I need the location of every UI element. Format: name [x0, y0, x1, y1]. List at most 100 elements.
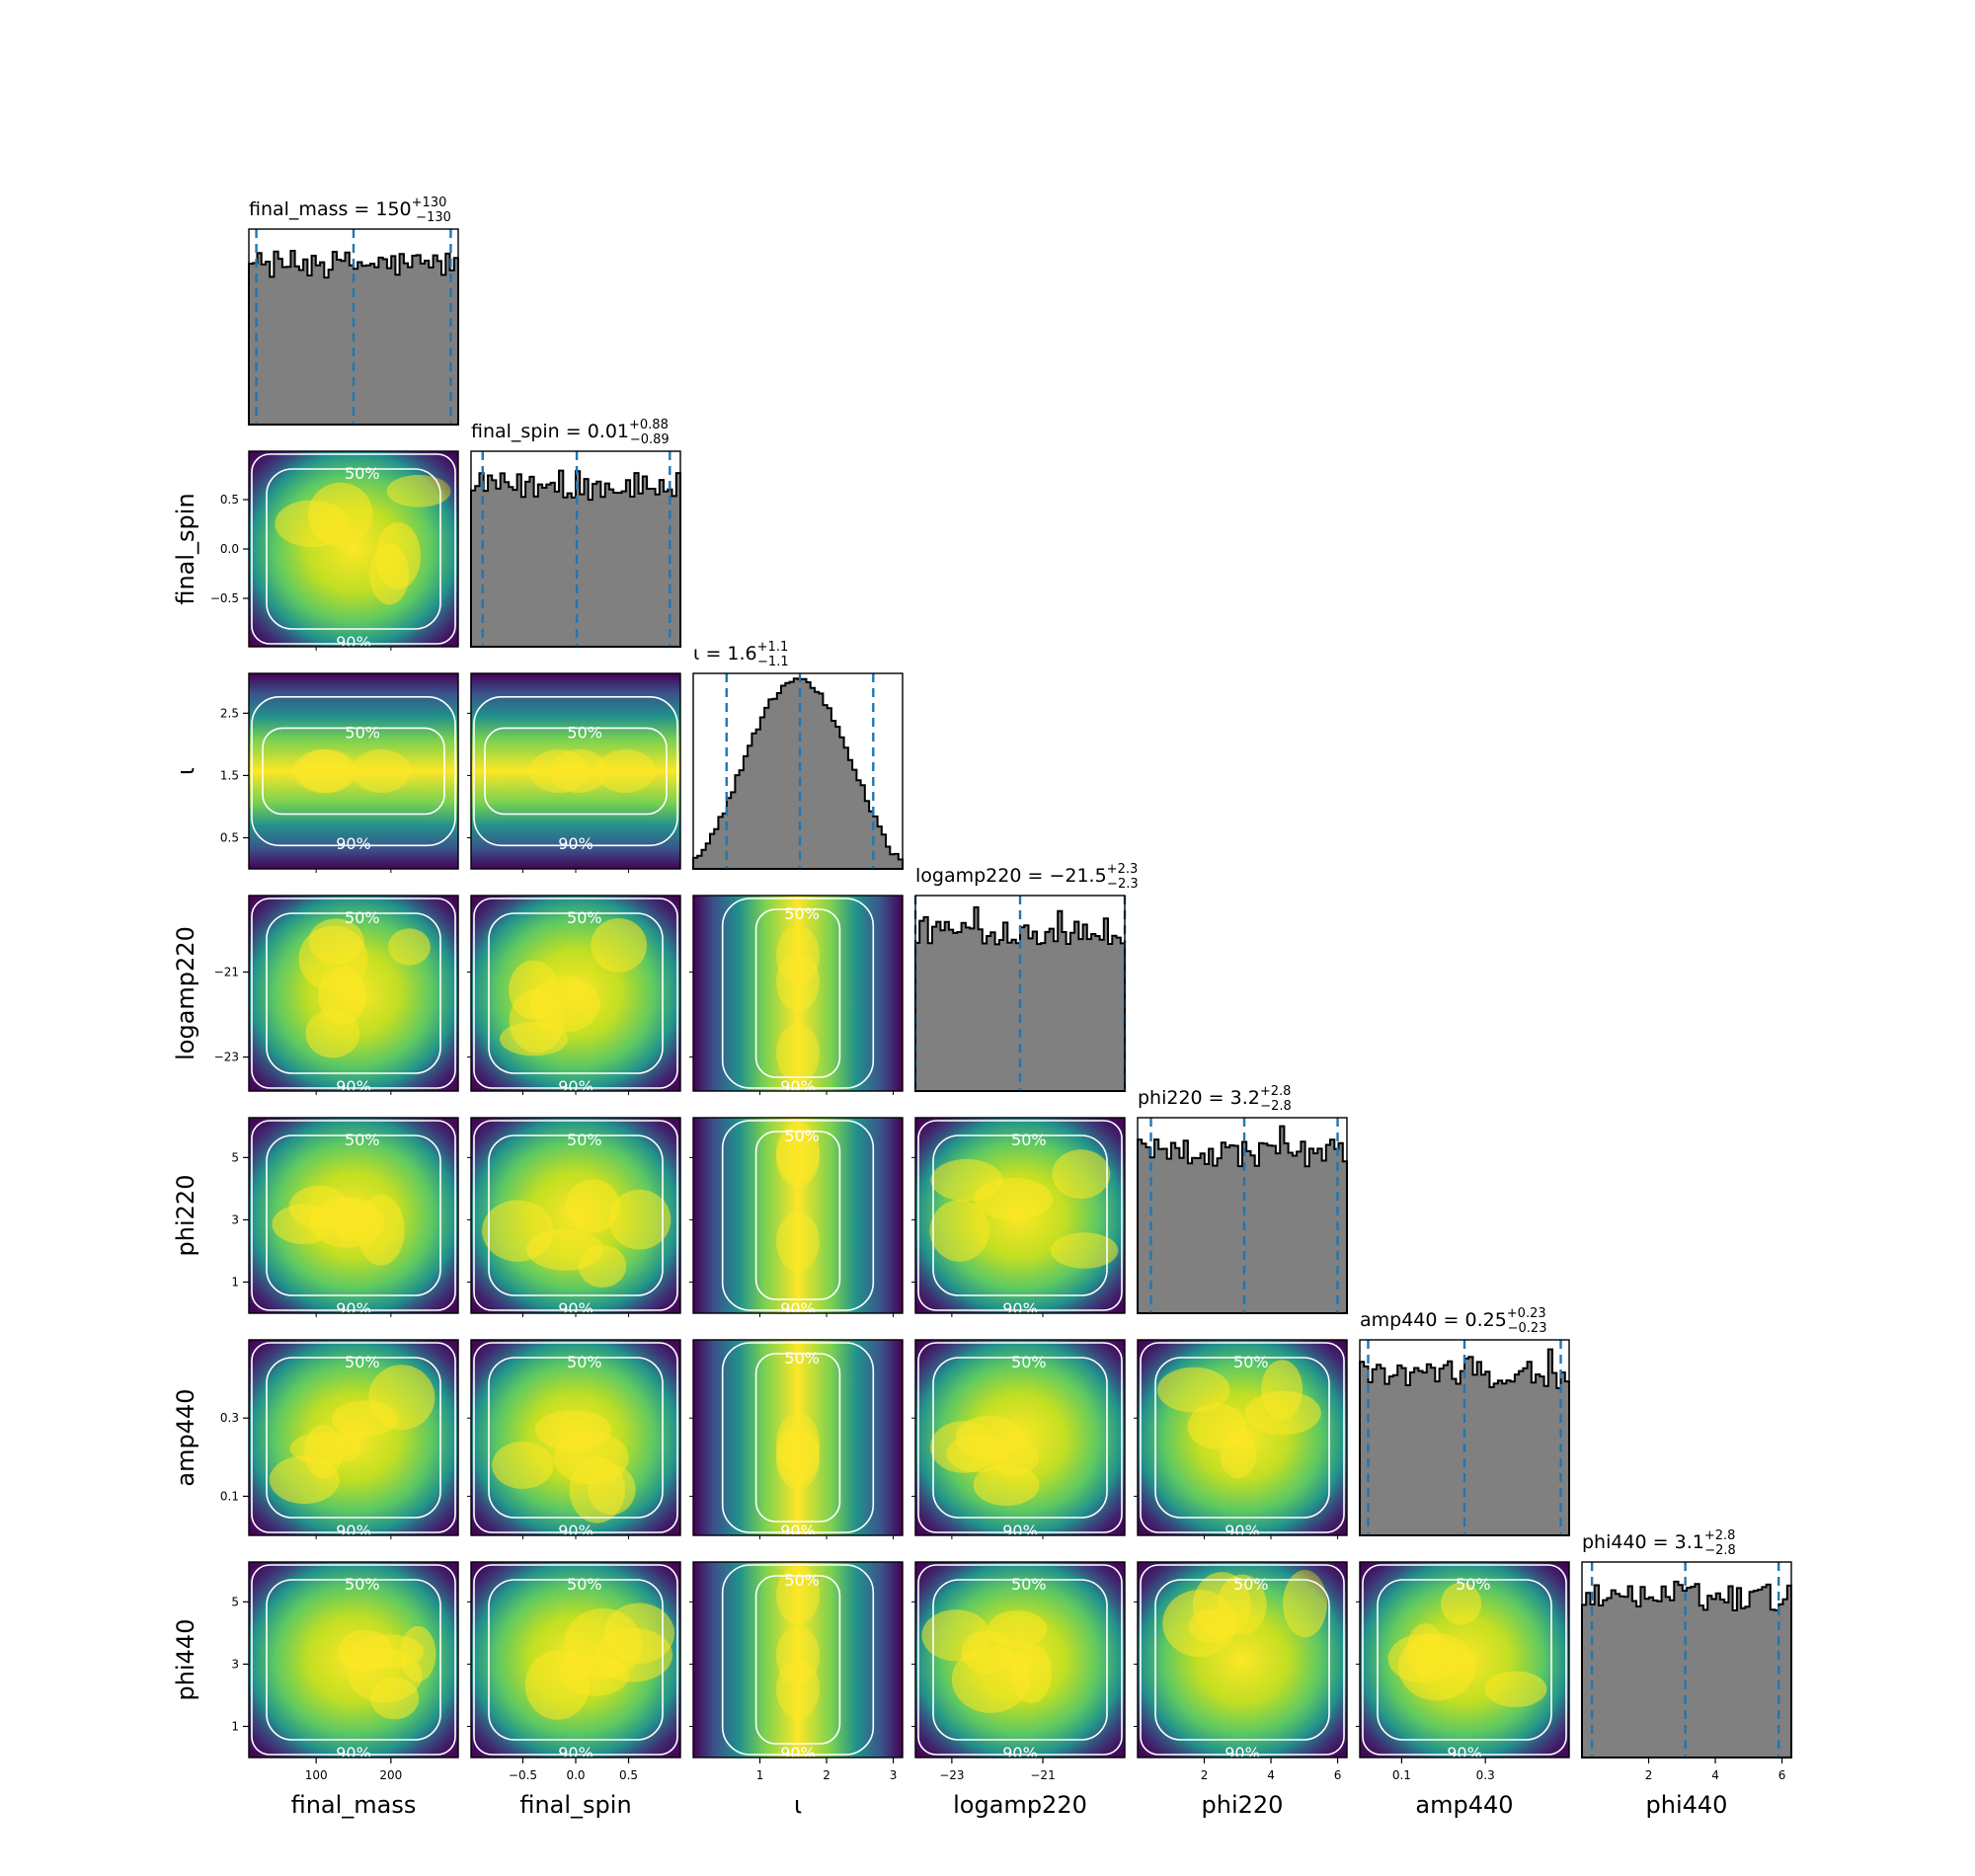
contour-label-50: 50%	[345, 1131, 380, 1149]
contour-90	[473, 898, 678, 1089]
x-axis-label-phi440: phi440	[1646, 1791, 1728, 1819]
contour-90	[251, 1564, 456, 1756]
density-edge	[915, 1340, 1125, 1535]
panel-final_spin-logamp220: 50%90%	[467, 895, 681, 1096]
contour-label-50: 50%	[345, 1575, 380, 1594]
density-blob	[776, 952, 820, 1012]
contour-label-90: 90%	[780, 1077, 816, 1096]
contour-50	[1377, 1579, 1552, 1741]
panel-final_spin-ι: 50% 90%	[467, 672, 681, 873]
contour-label-90: 90%	[1447, 1744, 1482, 1762]
panel-phi220-amp440: 50% 90%	[1134, 1339, 1348, 1540]
title-amp440: amp440 = 0.25+0.23 −0.23	[1360, 1306, 1546, 1336]
contour-label-90: 90%	[336, 1077, 371, 1096]
contour-50	[266, 912, 441, 1074]
x-tick-label: 1	[756, 1768, 764, 1782]
panel-ι-logamp220: 50% 90%	[689, 895, 904, 1096]
contour-90	[721, 1564, 875, 1756]
contour-label-90: 90%	[1224, 1744, 1260, 1762]
panel-frame	[914, 1117, 1126, 1314]
panel-final_mass-phi440: 50% 90% 100 200 final_mass 1 3 5 phi440	[172, 1561, 459, 1819]
density-blob	[297, 749, 357, 793]
y-tick-label: 1.5	[220, 768, 239, 782]
density-edge	[1138, 1562, 1347, 1758]
panel-frame	[692, 1339, 904, 1536]
contour-label-90: 90%	[780, 1744, 816, 1762]
panel-ι-phi440: 50% 90% 1 2 3 ι	[689, 1561, 904, 1819]
panel-phi220-phi440: 50% 90% 2 4 6 phi220	[1134, 1561, 1348, 1819]
panel-frame	[248, 895, 459, 1092]
density-blob	[352, 749, 412, 793]
contour-label-50: 50%	[345, 723, 380, 742]
y-axis-label-amp440: amp440	[172, 1388, 199, 1486]
contour-50	[932, 1357, 1108, 1519]
panel-logamp220-phi440: 50% 90% −23 −21 logamp220	[911, 1561, 1126, 1819]
panel-frame	[248, 1339, 459, 1536]
histogram-ι	[692, 677, 904, 870]
y-tick-label: −0.5	[210, 591, 239, 605]
panel-frame	[248, 1561, 459, 1759]
x-tick-label: 100	[305, 1768, 328, 1782]
x-axis-label-logamp220: logamp220	[953, 1791, 1087, 1819]
contour-50	[754, 1353, 841, 1523]
title-phi220: phi220 = 3.2+2.8 −2.8	[1138, 1084, 1292, 1114]
y-axis-label-phi220: phi220	[172, 1175, 199, 1257]
y-tick-label: −23	[214, 1051, 239, 1064]
contour-50	[266, 1357, 441, 1519]
y-tick-label: 5	[231, 1150, 239, 1164]
contour-label-50: 50%	[1233, 1353, 1269, 1371]
density-blob	[776, 1023, 820, 1083]
contour-90	[721, 1120, 875, 1311]
panel-frame	[914, 1339, 1126, 1536]
title-logamp220: logamp220 = −21.5+2.3 −2.3	[915, 862, 1139, 892]
y-tick-label: 1	[231, 1719, 239, 1733]
contour-50	[484, 727, 668, 816]
panel-amp440-phi440: 50% 90% 0.1 0.3 amp440	[1356, 1561, 1570, 1819]
contour-label-90: 90%	[336, 1522, 371, 1540]
contour-50	[754, 1575, 841, 1745]
x-tick-label: −21	[1030, 1768, 1055, 1782]
contour-label-90: 90%	[336, 1299, 371, 1318]
panel-frame	[1359, 1339, 1570, 1536]
panels-group: final_mass = 150+130 −130 50% 90% −0.5 0.0 0.5…	[172, 195, 1792, 1819]
contour-label-90: 90%	[336, 834, 371, 853]
x-tick-label: 0.5	[619, 1768, 638, 1782]
x-tick-label: −23	[939, 1768, 964, 1782]
contour-50	[266, 468, 441, 630]
contour-90	[473, 1564, 678, 1756]
panel-final_spin-amp440: 50%90%	[467, 1339, 681, 1540]
contour-label-90: 90%	[336, 1744, 371, 1762]
contour-label-90: 90%	[1002, 1299, 1038, 1318]
density-blob	[595, 749, 656, 793]
panel-phi220-phi220: phi220 = 3.2+2.8 −2.8	[1137, 1084, 1348, 1314]
y-axis-label-final_spin: final_spin	[172, 493, 199, 604]
panel-final_mass-ι: 50% 90% 0.5 1.5 2.5 ι	[172, 672, 459, 873]
contour-label-90: 90%	[1224, 1522, 1260, 1540]
contour-50	[262, 727, 445, 816]
panel-final_spin-final_spin: final_spin = 0.01+0.88 −0.89	[470, 418, 681, 648]
contour-90	[1362, 1564, 1567, 1756]
panel-ι-amp440: 50% 90%	[689, 1339, 904, 1540]
histogram-phi220	[1137, 1125, 1348, 1314]
x-tick-label: 2	[1645, 1768, 1653, 1782]
density-edge	[249, 1340, 458, 1535]
panel-frame	[470, 450, 681, 648]
contour-label-50: 50%	[567, 1353, 602, 1371]
panel-frame	[692, 1561, 904, 1759]
density-edge	[471, 1118, 680, 1313]
contour-label-50: 50%	[784, 904, 820, 923]
contour-90	[251, 1120, 456, 1311]
contour-label-50: 50%	[1233, 1575, 1269, 1594]
panel-final_spin-phi220: 50%90%	[467, 1117, 681, 1318]
density-edge	[249, 1562, 458, 1758]
contour-50	[266, 1134, 441, 1296]
panel-frame	[914, 895, 1126, 1092]
density-blob	[776, 1212, 820, 1272]
panel-logamp220-amp440: 50% 90%	[911, 1339, 1126, 1540]
title-final_spin: final_spin = 0.01+0.88 −0.89	[471, 418, 670, 447]
x-axis-label-phi220: phi220	[1202, 1791, 1284, 1819]
panel-final_mass-phi220: 50% 90% 1 3 5 phi220	[172, 1117, 459, 1318]
histogram-phi440	[1581, 1580, 1792, 1759]
contour-90	[473, 1120, 678, 1311]
contour-label-50: 50%	[345, 1353, 380, 1371]
